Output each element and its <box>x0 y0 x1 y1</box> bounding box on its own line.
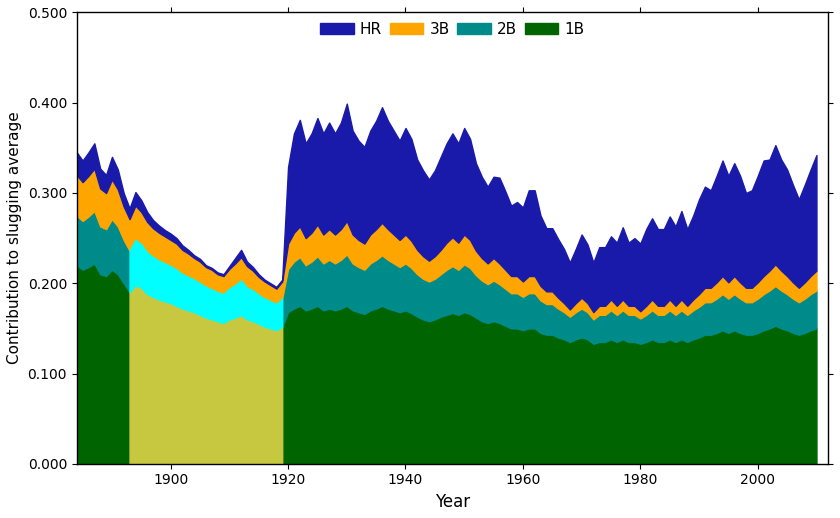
X-axis label: Year: Year <box>435 493 470 511</box>
Legend: HR, 3B, 2B, 1B: HR, 3B, 2B, 1B <box>314 16 591 43</box>
Y-axis label: Contribution to slugging average: Contribution to slugging average <box>7 112 22 365</box>
